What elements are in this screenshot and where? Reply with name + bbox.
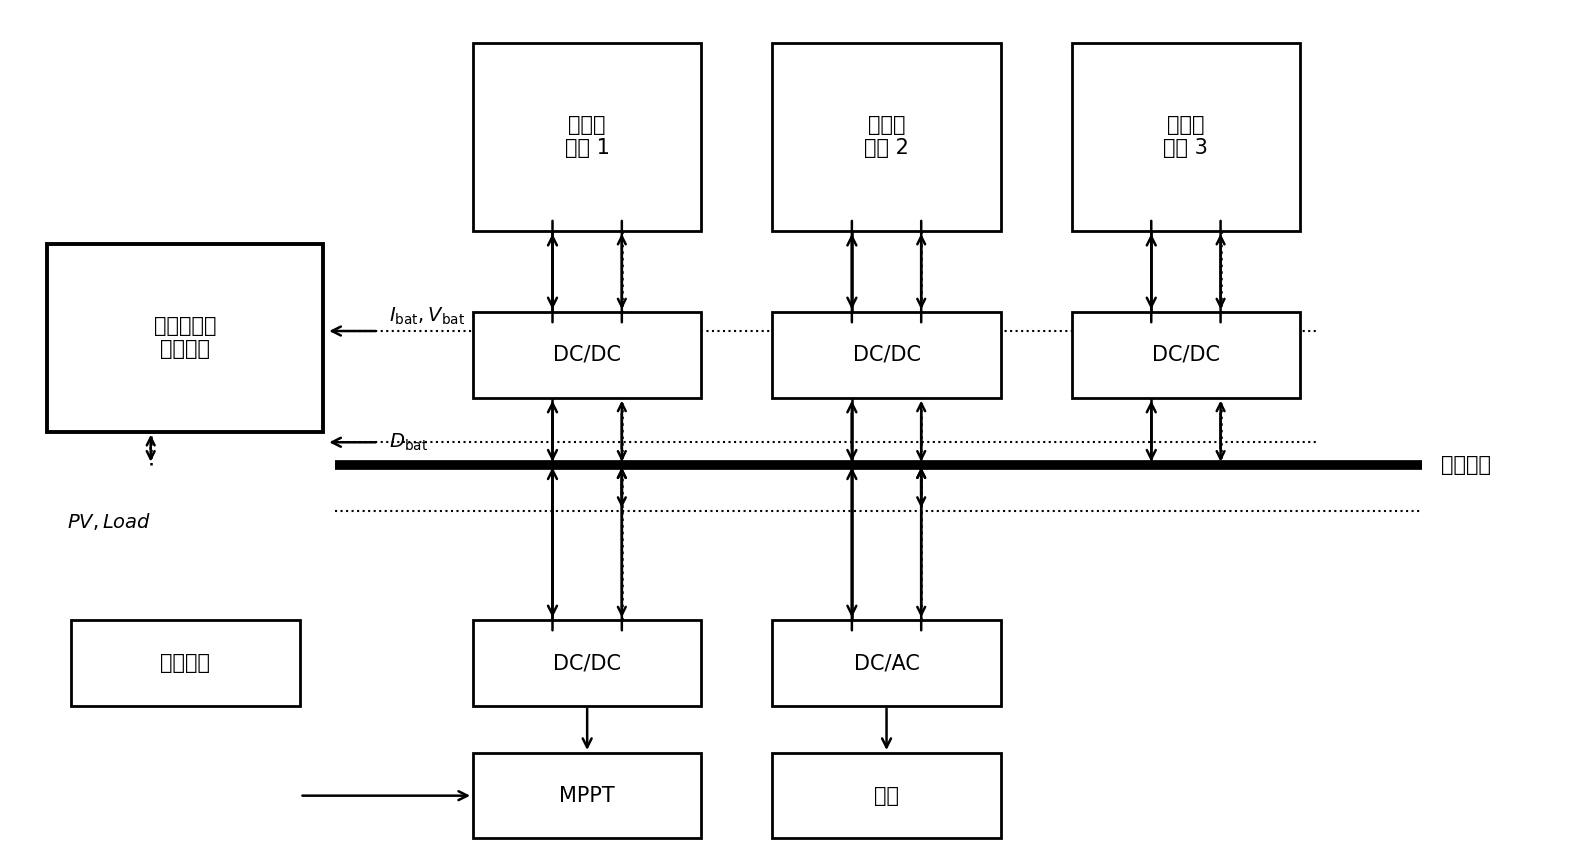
Text: 光伏阵列: 光伏阵列 xyxy=(160,653,211,673)
FancyBboxPatch shape xyxy=(474,620,702,706)
Text: 蓄电池
分组 2: 蓄电池 分组 2 xyxy=(865,115,909,158)
Text: DC/DC: DC/DC xyxy=(1152,345,1220,365)
Text: 负载: 负载 xyxy=(874,785,900,805)
FancyBboxPatch shape xyxy=(48,244,323,432)
FancyBboxPatch shape xyxy=(1072,312,1300,397)
Text: 蓄电池
分组 3: 蓄电池 分组 3 xyxy=(1164,115,1209,158)
FancyBboxPatch shape xyxy=(474,753,702,838)
Text: DC/AC: DC/AC xyxy=(854,653,919,673)
FancyBboxPatch shape xyxy=(71,620,299,706)
Text: $\mathit{D}_{\mathrm{bat}}$: $\mathit{D}_{\mathrm{bat}}$ xyxy=(388,432,428,453)
Text: DC/DC: DC/DC xyxy=(553,345,621,365)
FancyBboxPatch shape xyxy=(1072,42,1300,231)
FancyBboxPatch shape xyxy=(773,753,1001,838)
FancyBboxPatch shape xyxy=(474,312,702,397)
FancyBboxPatch shape xyxy=(773,620,1001,706)
Text: MPPT: MPPT xyxy=(559,785,615,805)
Text: 蓄电池
分组 1: 蓄电池 分组 1 xyxy=(565,115,610,158)
FancyBboxPatch shape xyxy=(474,42,702,231)
Text: DC/DC: DC/DC xyxy=(852,345,920,365)
Text: $PV, Load$: $PV, Load$ xyxy=(67,511,152,532)
Text: DC/DC: DC/DC xyxy=(553,653,621,673)
FancyBboxPatch shape xyxy=(773,312,1001,397)
Text: $\mathit{I}_{\mathrm{bat}},\mathit{V}_{\mathrm{bat}}$: $\mathit{I}_{\mathrm{bat}},\mathit{V}_{\… xyxy=(388,306,464,327)
FancyBboxPatch shape xyxy=(773,42,1001,231)
Text: 直流总线: 直流总线 xyxy=(1441,454,1491,474)
Text: 光伏蓄电池
管理中心: 光伏蓄电池 管理中心 xyxy=(154,316,217,359)
